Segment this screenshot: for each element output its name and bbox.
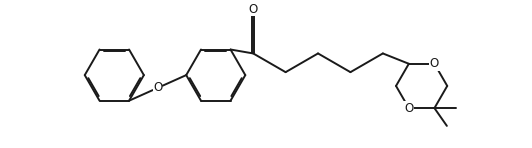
Text: O: O [153, 81, 162, 94]
Text: O: O [248, 3, 258, 16]
Text: O: O [430, 57, 439, 70]
Text: O: O [404, 102, 413, 115]
